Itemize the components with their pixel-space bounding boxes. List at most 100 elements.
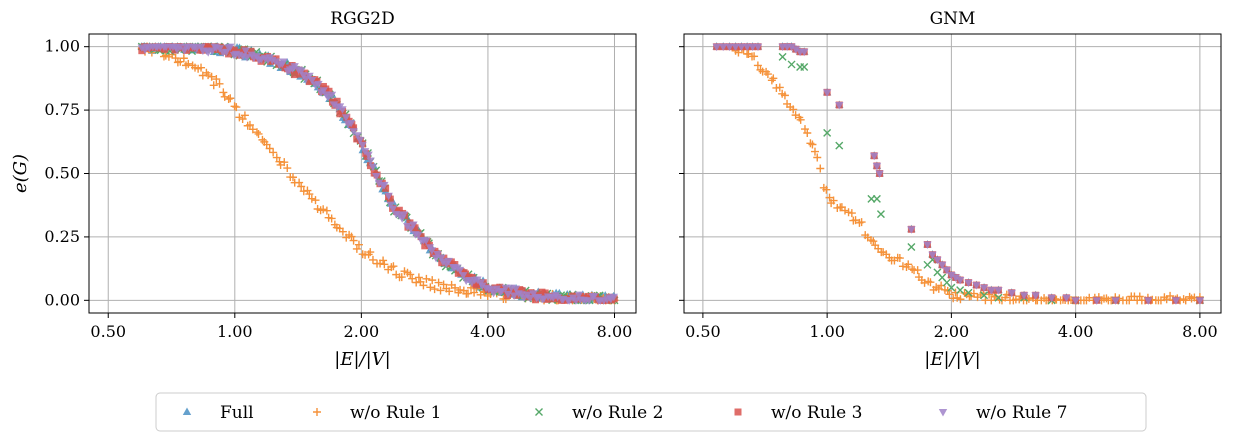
data-point [589, 292, 599, 301]
legend-marker-full [182, 407, 192, 415]
data-point [543, 295, 551, 303]
data-point [380, 181, 389, 190]
data-point [737, 43, 746, 52]
data-point [987, 296, 996, 305]
data-point [835, 102, 844, 110]
data-point [265, 144, 274, 153]
data-point [258, 135, 267, 144]
panel-gnm: 0.50 1.00 2.00 4.00 8.00 GNM |E|/|V| [679, 9, 1222, 370]
data-point [327, 214, 336, 223]
data-point [553, 293, 562, 302]
data-point [322, 206, 331, 215]
data-point [497, 287, 506, 296]
data-point [247, 47, 255, 55]
data-point [869, 152, 879, 161]
data-point [1102, 294, 1111, 303]
y-tick-label: 0.75 [44, 100, 80, 119]
data-point [980, 291, 989, 300]
data-point [908, 265, 917, 274]
data-point [197, 43, 206, 52]
legend-marker-w-o-rule-1 [313, 408, 321, 416]
data-point [477, 282, 487, 291]
data-point [933, 256, 942, 265]
data-point [1019, 292, 1029, 300]
legend-box [155, 392, 1147, 432]
data-point [489, 289, 498, 298]
data-point [835, 141, 844, 150]
data-point [913, 266, 922, 275]
data-point [179, 54, 188, 63]
data-point [872, 162, 882, 171]
legend-label: w/o Rule 2 [572, 403, 663, 423]
data-point [372, 172, 381, 181]
data-point [240, 111, 249, 120]
x-axis-label: |E|/|V| [334, 349, 390, 370]
data-point [374, 179, 384, 188]
data-point [226, 94, 235, 103]
x-tick-label: 2.00 [934, 322, 970, 341]
series-w-o-rule-2 [778, 52, 1204, 305]
data-point [780, 91, 789, 100]
data-point [437, 254, 446, 263]
data-point [511, 285, 520, 294]
data-point [353, 135, 361, 143]
data-point [928, 251, 937, 260]
data-point [219, 88, 228, 97]
data-point [408, 274, 417, 283]
data-point [346, 120, 356, 128]
data-point [349, 236, 358, 245]
data-point [254, 129, 263, 138]
y-tick-label: 0.00 [44, 290, 80, 309]
data-point [455, 266, 465, 275]
data-point [397, 273, 406, 282]
data-point [414, 273, 423, 282]
data-point [1181, 296, 1190, 305]
series-w-o-rule-1 [731, 45, 1204, 305]
data-point [857, 218, 866, 227]
data-point [525, 294, 535, 303]
data-point [459, 272, 468, 280]
data-point [501, 284, 510, 293]
data-point [796, 115, 805, 124]
data-point [176, 57, 185, 66]
series-layer [712, 42, 1205, 305]
data-point [813, 153, 822, 162]
data-point [539, 295, 549, 303]
data-point [325, 87, 333, 95]
data-point [204, 71, 213, 80]
data-point [319, 87, 328, 95]
data-point [869, 237, 878, 246]
data-point [384, 192, 393, 201]
data-point [825, 193, 834, 202]
data-point [803, 128, 812, 137]
data-point [305, 190, 314, 199]
data-point [411, 224, 419, 232]
data-point [412, 278, 421, 287]
data-point [368, 255, 377, 264]
legend-label: w/o Rule 3 [771, 403, 862, 423]
y-tick-label: 0.50 [44, 164, 80, 183]
data-point [712, 43, 721, 52]
data-point [1166, 291, 1175, 300]
data-point [297, 182, 306, 191]
data-point [742, 43, 752, 52]
data-point [305, 72, 314, 81]
data-point [248, 125, 257, 134]
legend-marker-w-o-rule-3 [734, 408, 742, 416]
legend-entry-w-o-rule-2: w/o Rule 2 [535, 403, 663, 423]
data-point [816, 164, 825, 173]
data-point [241, 47, 250, 56]
data-point [955, 277, 965, 285]
data-point [366, 157, 375, 165]
data-point [314, 80, 323, 89]
x-tick-label: 4.00 [1058, 322, 1094, 341]
data-point [767, 76, 776, 85]
data-point [212, 75, 221, 84]
data-point [926, 278, 935, 287]
x-tick-label: 8.00 [1182, 322, 1218, 341]
data-point [942, 266, 952, 275]
data-point [204, 43, 212, 51]
data-point [303, 186, 312, 195]
data-point [215, 45, 224, 53]
data-point [775, 83, 784, 92]
